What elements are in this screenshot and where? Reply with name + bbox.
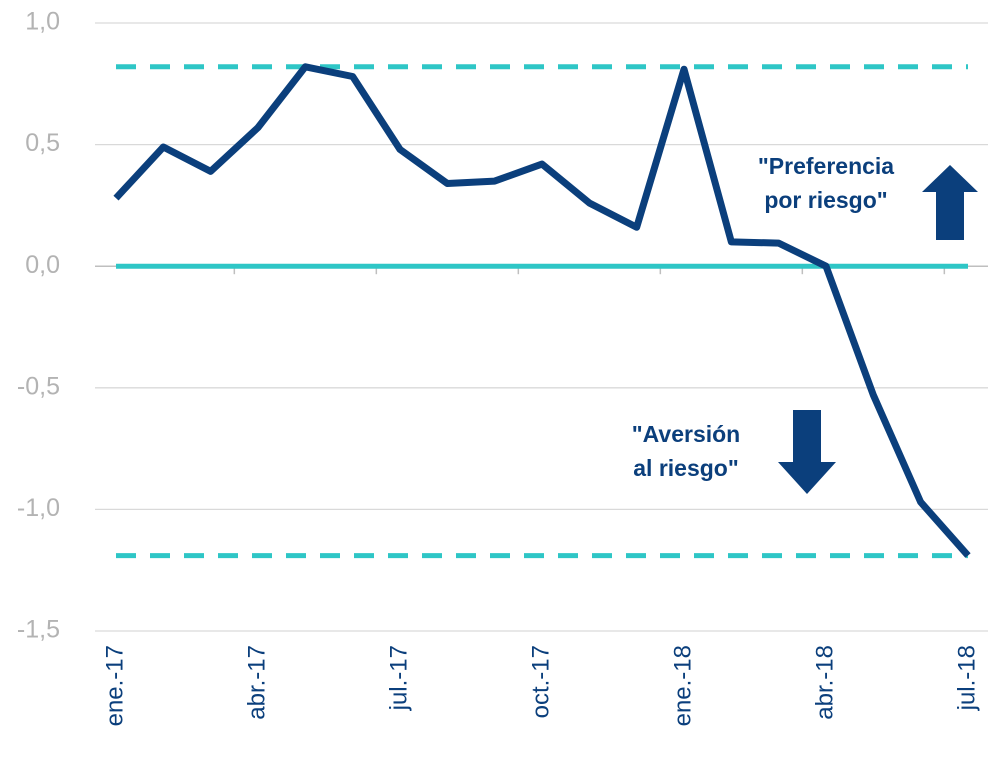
x-tick-label: oct.-17 — [527, 645, 554, 718]
y-tick-label: 0,0 — [25, 251, 60, 279]
annotation: "Preferencia — [758, 153, 894, 179]
data-line — [113, 63, 971, 558]
y-tick-label: -0,5 — [17, 372, 60, 400]
down-arrow — [778, 410, 836, 494]
x-tick-label: ene.-18 — [669, 645, 696, 726]
y-tick-label: -1,0 — [17, 494, 60, 522]
y-tick-label: 1,0 — [25, 8, 60, 36]
annotation: al riesgo" — [633, 455, 739, 481]
x-tick-label: ene.-17 — [101, 645, 128, 726]
annotation: por riesgo" — [764, 187, 887, 213]
y-tick-label: 0,5 — [25, 129, 60, 157]
x-tick-label: abr.-18 — [811, 645, 838, 720]
annotation: "Aversión — [632, 421, 740, 447]
x-tick-label: abr.-17 — [243, 645, 270, 720]
up-arrow — [922, 165, 978, 240]
x-tick-label: jul.-18 — [953, 645, 980, 711]
x-tick-label: jul.-17 — [385, 645, 412, 711]
y-tick-label: -1,5 — [17, 616, 60, 644]
